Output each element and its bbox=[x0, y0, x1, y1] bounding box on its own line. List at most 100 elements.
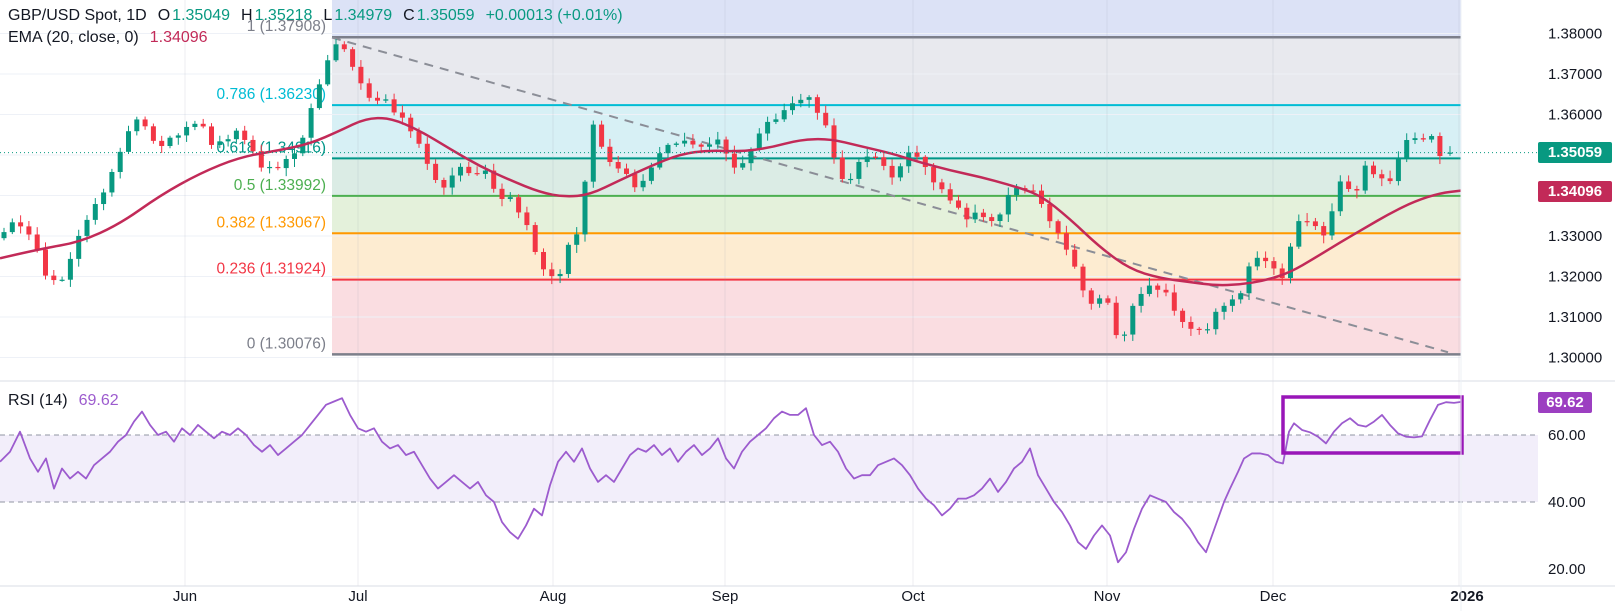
candle-up bbox=[574, 234, 580, 245]
candle-down bbox=[1155, 285, 1161, 290]
time-axis-label: Nov bbox=[1094, 588, 1121, 605]
descending-trendline bbox=[331, 36, 1449, 354]
candle-up bbox=[1288, 246, 1293, 279]
candle-up bbox=[325, 60, 331, 85]
candle-down bbox=[150, 126, 156, 141]
rsi-legend[interactable]: RSI (14) 69.62 bbox=[8, 392, 119, 410]
candle-up bbox=[92, 204, 98, 220]
candle-up bbox=[267, 166, 273, 169]
candle-down bbox=[375, 97, 380, 101]
candle-up bbox=[565, 244, 571, 274]
candle-down bbox=[873, 156, 878, 158]
candle-down bbox=[18, 222, 24, 227]
candle-up bbox=[175, 135, 181, 138]
candle-up bbox=[1395, 158, 1401, 182]
candle-down bbox=[823, 112, 829, 126]
rsi-neutral-band bbox=[0, 435, 1538, 502]
candle-up bbox=[1362, 165, 1368, 191]
candle-down bbox=[532, 225, 538, 252]
candle-down bbox=[1063, 233, 1069, 250]
price-axis[interactable]: 1.38000 1.37000 1.36000 1.33000 1.32000 1.310… bbox=[1548, 26, 1602, 579]
candle-up bbox=[1404, 140, 1410, 159]
ohlc-close: C 1.35059 bbox=[403, 7, 475, 24]
candle-down bbox=[399, 112, 405, 118]
candle-up bbox=[67, 258, 73, 280]
candle-down bbox=[391, 99, 397, 113]
ema-legend[interactable]: EMA (20, close, 0) 1.34096 bbox=[8, 29, 208, 47]
candle-down bbox=[416, 131, 422, 144]
candle-up bbox=[972, 212, 978, 220]
symbol-legend[interactable]: GBP/USD Spot, 1D O 1.35049 H 1.35218 L 1.34… bbox=[8, 7, 623, 25]
candle-up bbox=[333, 44, 339, 61]
candle-down bbox=[839, 157, 845, 179]
candle-down bbox=[242, 130, 248, 140]
candle-down bbox=[350, 49, 356, 67]
candle-up bbox=[184, 126, 190, 136]
ema-value: 1.34096 bbox=[149, 29, 208, 46]
candle-down bbox=[200, 123, 206, 127]
candle-down bbox=[1279, 268, 1285, 279]
price-axis-label: 1.33000 bbox=[1548, 228, 1602, 245]
candle-down bbox=[1371, 165, 1376, 175]
candle-up bbox=[1097, 298, 1103, 304]
candle-up bbox=[773, 119, 779, 122]
candle-up bbox=[1296, 221, 1302, 247]
candle-down bbox=[474, 173, 480, 175]
candle-up bbox=[233, 130, 239, 140]
candle-down bbox=[51, 275, 57, 281]
fib-band bbox=[332, 195, 1461, 234]
candle-up bbox=[1146, 285, 1152, 294]
candle-up bbox=[682, 140, 688, 144]
candle-down bbox=[939, 182, 945, 190]
rsi-pane[interactable] bbox=[0, 395, 1538, 564]
last-price-badge: 1.35059 bbox=[1538, 142, 1612, 163]
time-axis-label: Jul bbox=[348, 588, 367, 605]
candle-down bbox=[441, 179, 447, 188]
fib-level-label: 0 (1.30076) bbox=[247, 335, 326, 352]
candle-up bbox=[482, 170, 488, 174]
candle-up bbox=[1329, 211, 1335, 236]
candle-up bbox=[134, 119, 140, 132]
candle-down bbox=[931, 167, 937, 183]
candle-down bbox=[947, 189, 953, 201]
candle-up bbox=[790, 103, 795, 111]
price-pane[interactable]: 1 (1.37908) 0.786 (1.36230) 0.618 (1.34916… bbox=[0, 0, 1538, 358]
candle-up bbox=[1238, 293, 1244, 300]
candle-up bbox=[59, 279, 65, 281]
candle-down bbox=[491, 170, 497, 189]
candle-down bbox=[1105, 298, 1111, 303]
candle-down bbox=[1113, 302, 1119, 336]
candle-down bbox=[1080, 266, 1086, 291]
candle-up bbox=[1122, 334, 1127, 336]
candle-down bbox=[1055, 221, 1061, 234]
candle-down bbox=[1171, 292, 1177, 311]
candle-down bbox=[1271, 261, 1277, 269]
time-axis[interactable]: Jun Jul Aug Sep Oct Nov Dec 2026 bbox=[173, 588, 1484, 605]
rsi-highlight-box[interactable] bbox=[1281, 395, 1464, 455]
candle-down bbox=[1188, 321, 1194, 329]
fib-band bbox=[332, 37, 1461, 106]
candle-up bbox=[383, 99, 389, 101]
candle-up bbox=[167, 137, 173, 147]
candle-down bbox=[1321, 226, 1327, 236]
candle-down bbox=[159, 140, 165, 147]
price-axis-label: 1.38000 bbox=[1548, 26, 1602, 43]
candle-down bbox=[549, 269, 555, 277]
candle-down bbox=[358, 66, 364, 84]
candle-up bbox=[1229, 299, 1235, 306]
candle-down bbox=[499, 188, 505, 199]
candle-down bbox=[34, 234, 40, 250]
candle-up bbox=[590, 124, 596, 182]
candle-up bbox=[1014, 188, 1020, 196]
candle-down bbox=[516, 197, 522, 213]
fib-level-label: 1 (1.37908) bbox=[247, 18, 326, 35]
candle-up bbox=[707, 144, 712, 147]
candle-up bbox=[283, 158, 289, 169]
candle-down bbox=[1420, 138, 1426, 140]
candle-down bbox=[1304, 221, 1310, 223]
candle-up bbox=[76, 235, 82, 259]
candle-down bbox=[1312, 221, 1318, 227]
candle-down bbox=[1379, 174, 1385, 179]
